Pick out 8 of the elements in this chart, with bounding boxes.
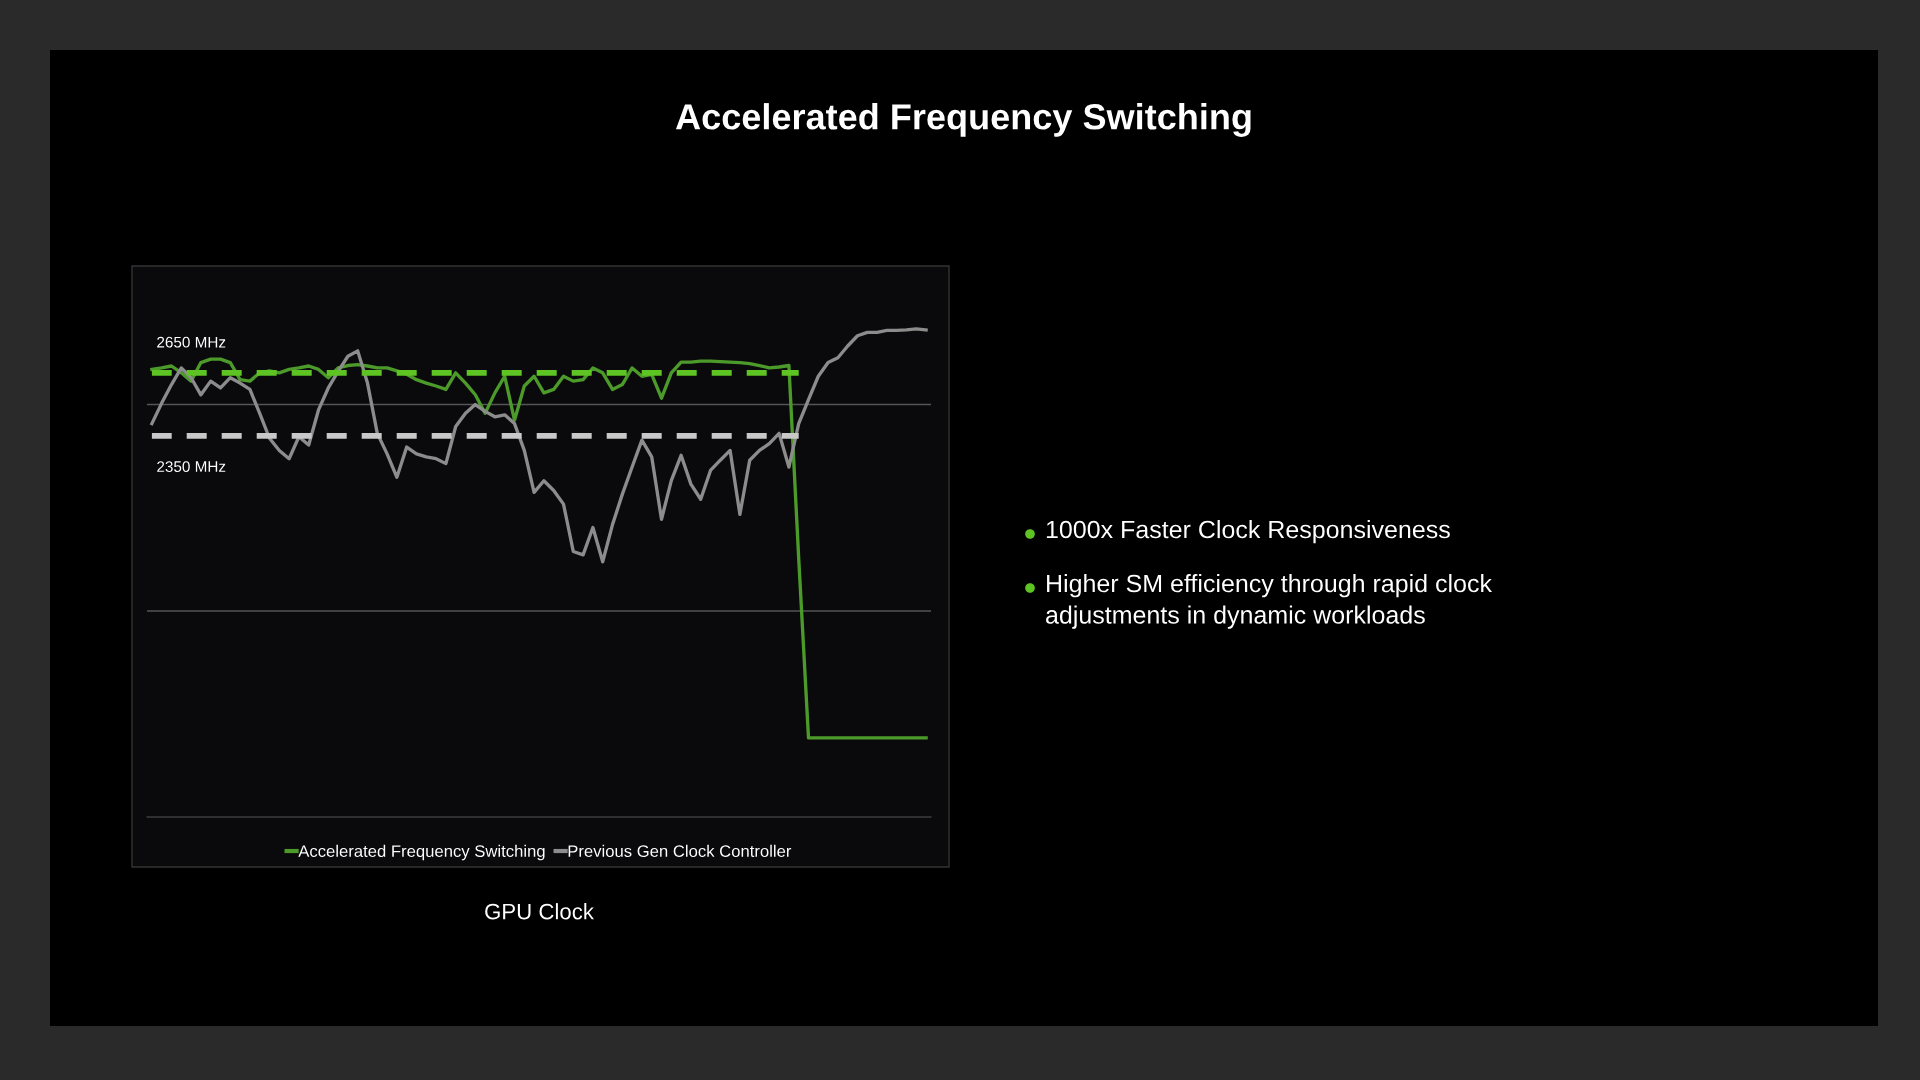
- legend-label: Accelerated Frequency Switching: [298, 844, 545, 861]
- text: 1000x Faster Clock Responsiveness: [1046, 520, 1450, 544]
- annotation: 2650 MHz: [157, 336, 226, 348]
- text: Higher SM efficiency through rapid clock adjustments in dynamic workloads: [1046, 574, 1493, 629]
- legend-label: Previous Gen Clock Controller: [568, 844, 792, 858]
- annotation: 2350 MHz: [157, 461, 226, 473]
- x-axis-title: GPU Clock: [485, 903, 594, 920]
- chart-title: Accelerated Frequency Switching: [675, 103, 1251, 137]
